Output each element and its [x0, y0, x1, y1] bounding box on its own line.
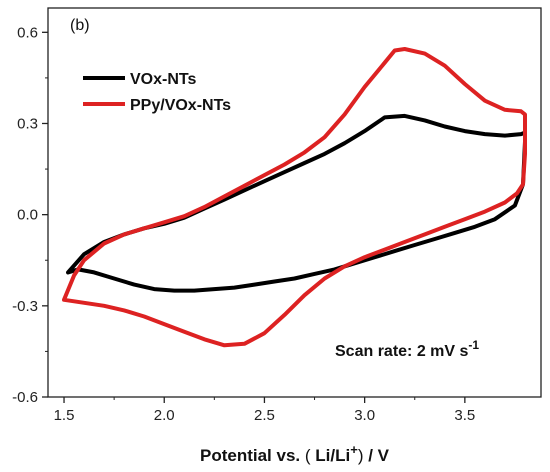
- legend: VOx-NTs PPy/VOx-NTs: [83, 71, 231, 114]
- x-tick-label: 3.5: [454, 407, 475, 424]
- x-axis-title-paren-open: (: [305, 446, 311, 465]
- x-axis-title-ion: Li/Li: [315, 446, 350, 465]
- axis-ticks: 1.5 2.0 2.5 3.0 3.5 -0.6 -0.3 0.0 0.3 0.6: [12, 24, 475, 424]
- y-tick-label: 0.3: [17, 115, 38, 132]
- x-axis-title-ion-sup: +: [350, 442, 358, 457]
- series-line-1: [62, 47, 527, 348]
- plot-area: [62, 47, 527, 348]
- x-tick-label: 2.5: [254, 407, 275, 424]
- x-tick-label: 3.0: [354, 407, 375, 424]
- x-axis-title: Potential vs. ( Li/Li+) / V: [200, 442, 390, 465]
- x-tick-label: 1.5: [54, 407, 75, 424]
- y-tick-label: -0.6: [12, 389, 38, 406]
- y-tick-label: 0.6: [17, 24, 38, 41]
- scan-rate-text: Scan rate: 2 mV s: [335, 343, 469, 360]
- x-axis-title-paren-close: ): [358, 446, 364, 465]
- series-line-0: [66, 113, 527, 293]
- legend-label-ppy: PPy/VOx-NTs: [130, 97, 231, 114]
- y-tick-label: -0.3: [12, 298, 38, 315]
- plot-frame: [47, 7, 542, 398]
- scan-rate-superscript: -1: [468, 338, 479, 352]
- x-axis-title-main: Potential vs.: [200, 446, 300, 465]
- legend-label-vox: VOx-NTs: [130, 71, 196, 88]
- scan-rate-annotation: Scan rate: 2 mV s-1: [335, 338, 479, 360]
- panel-label: (b): [70, 17, 90, 34]
- x-axis-title-unit: / V: [368, 446, 389, 465]
- x-tick-label: 2.0: [154, 407, 175, 424]
- y-tick-label: 0.0: [17, 207, 38, 224]
